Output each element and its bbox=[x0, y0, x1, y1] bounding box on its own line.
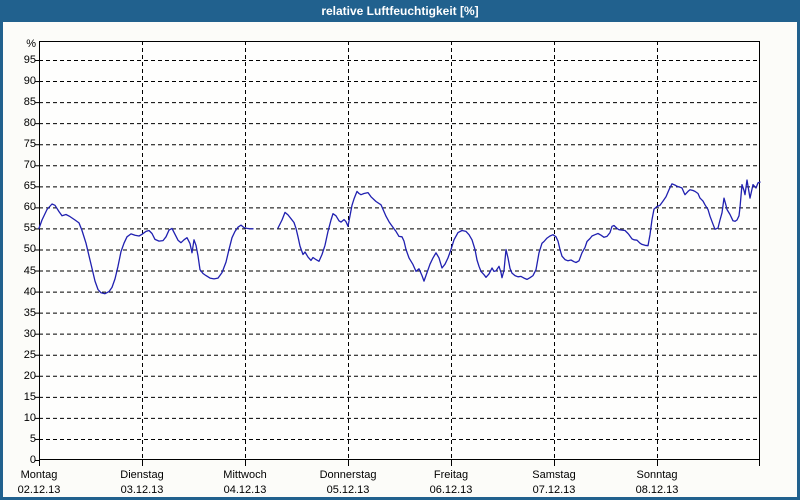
humidity-line bbox=[277, 179, 761, 282]
y-axis-tick-label: 5 bbox=[29, 432, 36, 445]
y-axis-tick-label: 60 bbox=[23, 201, 36, 214]
plot-border bbox=[39, 41, 760, 460]
y-axis-tick-label: 95 bbox=[23, 54, 36, 66]
y-axis-tick-label: 25 bbox=[23, 348, 36, 361]
y-axis-tick-label: 55 bbox=[23, 222, 36, 235]
x-axis-date-label: 07.12.13 bbox=[532, 484, 576, 496]
y-axis-tick-label: 40 bbox=[23, 285, 36, 298]
y-axis-tick-label: 20 bbox=[23, 369, 36, 382]
y-axis-tick-label: 70 bbox=[23, 159, 36, 172]
x-axis-date-label: 08.12.13 bbox=[635, 484, 679, 496]
humidity-line bbox=[38, 203, 254, 295]
y-axis-tick-label: 0 bbox=[29, 454, 36, 466]
y-axis-tick-label: 30 bbox=[23, 327, 36, 340]
y-axis-unit-label: % bbox=[26, 38, 36, 50]
chart-area: % 0 5 10 15 20 25 30 35 40 45 50 55 60 65 70 75 80 85 90 95… bbox=[3, 22, 797, 497]
x-axis-date-label: 06.12.13 bbox=[429, 484, 473, 496]
x-axis-day-label: Samstag bbox=[532, 469, 576, 481]
plot-canvas bbox=[35, 41, 761, 466]
x-axis-date-label: 05.12.13 bbox=[326, 484, 370, 496]
x-axis-day-label: Freitag bbox=[433, 469, 469, 481]
y-axis-tick-label: 10 bbox=[23, 411, 36, 424]
y-axis-tick-label: 75 bbox=[23, 138, 36, 151]
window-titlebar[interactable]: relative Luftfeuchtigkeit [%] bbox=[3, 0, 797, 22]
x-axis-day-label: Dienstag bbox=[120, 469, 164, 481]
y-axis-tick-label: 50 bbox=[23, 243, 36, 256]
y-axis-tick-label: 90 bbox=[23, 75, 36, 88]
y-axis-tick-label: 35 bbox=[23, 306, 36, 319]
x-axis-day-label: Donnerstag bbox=[319, 469, 377, 481]
x-axis-day-label: Montag bbox=[20, 469, 58, 481]
x-axis-date-label: 02.12.13 bbox=[17, 484, 61, 496]
x-axis-date-label: 03.12.13 bbox=[120, 484, 164, 496]
y-axis-tick-label: 85 bbox=[23, 96, 36, 109]
x-axis-date-label: 04.12.13 bbox=[223, 484, 267, 496]
y-axis-tick-label: 65 bbox=[23, 180, 36, 193]
y-axis-tick-label: 45 bbox=[23, 264, 36, 277]
y-axis-tick-label: 15 bbox=[23, 390, 36, 403]
plot-region bbox=[35, 41, 761, 466]
x-axis-day-label: Mittwoch bbox=[223, 469, 267, 481]
x-axis-day-label: Sonntag bbox=[636, 469, 678, 481]
plot-background bbox=[39, 41, 760, 460]
y-axis-tick-label: 80 bbox=[23, 117, 36, 130]
window-title: relative Luftfeuchtigkeit [%] bbox=[321, 4, 479, 18]
